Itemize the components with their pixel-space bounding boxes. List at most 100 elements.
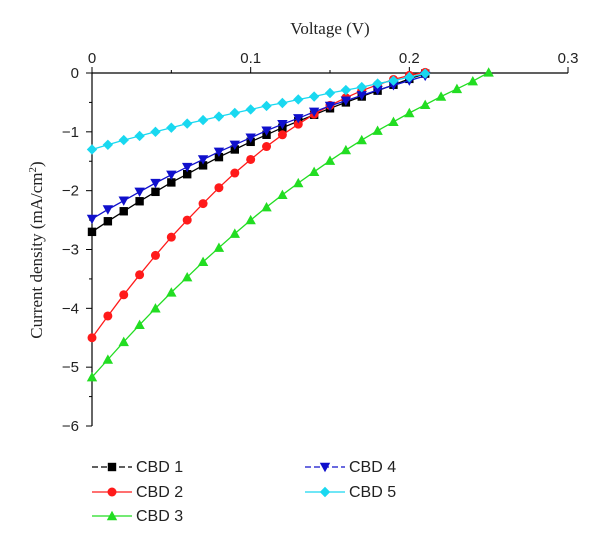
data-point [166,287,177,297]
data-point [150,178,161,189]
data-point [261,126,272,136]
legend-entry-1: CBD 1 [92,459,183,476]
data-point [324,87,336,99]
data-point [87,333,97,343]
legend-marker [107,462,117,472]
data-point [198,161,208,170]
legend-label: CBD 3 [136,508,183,525]
data-point [404,71,415,83]
data-point [182,215,192,225]
series-line [91,72,426,151]
data-point [324,155,336,165]
data-point [356,134,367,145]
data-point [277,130,287,140]
data-point [103,217,113,226]
series-line [91,75,426,220]
data-point [151,187,160,197]
data-point [134,130,145,142]
data-point [308,166,320,177]
y-axis-title: Current density (mA/cm2) [27,161,46,338]
axes: 0 0.1 0.2 0.3 0 −1 −2 −3 −4 −5 −6 [62,50,579,435]
data-point [420,68,431,79]
data-point [197,155,209,165]
data-point [150,250,160,260]
data-point [166,232,176,242]
data-point [261,100,272,112]
data-point [388,75,399,86]
data-point [262,142,272,152]
legend-label: CBD 1 [136,459,183,476]
data-point [372,85,383,96]
data-point [340,84,352,96]
data-point [213,242,225,252]
data-point [420,99,431,109]
data-point [183,169,192,179]
legend-entry-4: CBD 4 [305,459,396,476]
data-point [118,196,129,206]
data-point [150,303,161,313]
data-point [245,104,256,115]
x-tick-label: 0.1 [240,50,261,67]
data-point [213,111,225,122]
data-point [197,114,209,126]
data-point [86,144,98,155]
data-point [372,78,383,89]
data-point [102,354,114,364]
data-point [230,168,240,178]
data-point [229,140,240,150]
y-axis-title-superscript: 2 [27,167,39,173]
data-point [166,170,177,180]
legend-entry-2: CBD 2 [92,484,183,501]
series-line [91,71,426,339]
data-point [102,205,114,215]
legend-entry-3: CBD 3 [92,508,183,525]
data-point [134,187,145,198]
data-point [245,133,256,143]
data-point [197,256,209,267]
data-point [198,199,208,209]
legend: CBD 1 CBD 2 CBD 3 CBD 4 CBD 5 [92,459,396,525]
data-point [86,371,98,382]
data-point [214,183,224,193]
legend-label: CBD 5 [349,484,396,501]
y-tick-label: −3 [62,242,79,259]
data-point [293,94,304,105]
data-point [340,144,352,155]
data-point [87,227,97,237]
legend-label: CBD 2 [136,484,183,501]
plot-area [86,67,494,382]
data-point [293,114,304,124]
legend-entry-5: CBD 5 [305,484,396,501]
data-point [213,147,225,158]
series-line [91,71,490,378]
data-point [119,207,128,216]
data-point [451,83,463,94]
data-point [293,177,304,188]
series-5 [86,68,431,155]
x-axis-title: Voltage (V) [290,19,369,38]
data-point [356,81,367,93]
data-point [293,119,303,129]
data-point [277,119,288,130]
data-point [102,139,114,150]
data-point [182,162,193,173]
data-point [166,122,177,133]
y-axis-title-main: Current density (mA/cm [27,172,46,338]
data-point [135,270,145,280]
data-point [277,97,288,109]
data-point [308,107,320,118]
y-tick-label: −4 [62,300,79,317]
data-point [86,214,98,225]
legend-marker [107,487,117,497]
x-tick-label: 0.2 [399,50,420,67]
data-point [435,91,447,101]
data-point [483,67,494,77]
data-point [150,126,161,138]
legend-marker [106,510,118,521]
data-point [467,76,478,86]
legend-label: CBD 4 [349,459,396,476]
data-point [308,91,320,102]
data-point [277,189,288,199]
legend-marker [319,462,331,473]
